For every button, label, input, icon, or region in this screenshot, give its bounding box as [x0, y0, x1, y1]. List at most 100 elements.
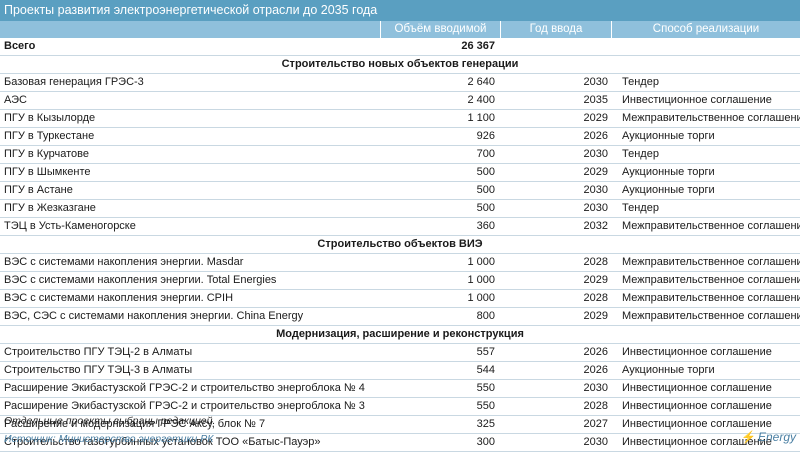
header-name-blank — [0, 21, 380, 38]
project-method: Аукционные торги — [622, 364, 715, 376]
project-volume: 360 — [476, 220, 495, 232]
project-method: Аукционные торги — [622, 184, 715, 196]
project-name: ВЭС с системами накопления энергии. Masd… — [4, 256, 244, 268]
table-row: Расширение Экибастузской ГРЭС-2 и строит… — [0, 380, 800, 398]
project-volume: 1 000 — [467, 256, 495, 268]
total-label: Всего — [4, 40, 36, 52]
project-volume: 500 — [476, 166, 495, 178]
project-method: Межправительственное соглашение — [622, 112, 800, 124]
project-year: 2030 — [583, 202, 608, 214]
table-row: Расширение Экибастузской ГРЭС-2 и строит… — [0, 398, 800, 416]
project-volume: 550 — [476, 382, 495, 394]
project-method: Тендер — [622, 202, 659, 214]
table-row: Расширение и модернизация ГРЭС Аксу, бло… — [0, 416, 800, 434]
project-volume: 557 — [476, 346, 495, 358]
table-row: ПГУ в Туркестане 926 2026 Аукционные торги — [0, 128, 800, 146]
section-title: Строительство новых объектов генерации — [281, 58, 519, 70]
project-method: Инвестиционное соглашение — [622, 346, 772, 358]
project-volume: 800 — [476, 310, 495, 322]
project-method: Инвестиционное соглашение — [622, 94, 772, 106]
project-name: ПГУ в Туркестане — [4, 130, 95, 142]
project-year: 2029 — [583, 274, 608, 286]
project-year: 2029 — [583, 166, 608, 178]
project-name: ТЭЦ в Усть-Каменогорске — [4, 220, 136, 232]
project-name: ПГУ в Астане — [4, 184, 73, 196]
project-name: Базовая генерация ГРЭС-3 — [4, 76, 144, 88]
project-year: 2030 — [583, 436, 608, 448]
project-name: Строительство ПГУ ТЭЦ-2 в Алматы — [4, 346, 193, 358]
logo-text: Energy — [757, 430, 796, 444]
section-header: Строительство объектов ВИЭ — [0, 236, 800, 254]
project-year: 2026 — [583, 364, 608, 376]
project-year: 2028 — [583, 400, 608, 412]
project-year: 2030 — [583, 148, 608, 160]
project-volume: 1 000 — [467, 292, 495, 304]
project-volume: 550 — [476, 400, 495, 412]
project-year: 2026 — [583, 346, 608, 358]
project-volume: 926 — [476, 130, 495, 142]
table-row: ВЭС, СЭС с системами накопления энергии.… — [0, 308, 800, 326]
project-method: Межправительственное соглашение — [622, 274, 800, 286]
source-note: Источник: Министерство энергетики РК — [4, 433, 214, 445]
project-method: Аукционные торги — [622, 166, 715, 178]
project-name: Строительство газотурбинных установок ТО… — [4, 436, 321, 448]
table-row: Строительство газотурбинных установок ТО… — [0, 434, 800, 452]
section-header: Модернизация, расширение и реконструкция — [0, 326, 800, 344]
project-year: 2029 — [583, 310, 608, 322]
project-year: 2027 — [583, 418, 608, 430]
table-row: Строительство ПГУ ТЭЦ-3 в Алматы 544 2026 А… — [0, 362, 800, 380]
header-method: Способ реализации — [612, 21, 800, 38]
lightning-icon: ⚡ — [741, 430, 756, 444]
project-method: Инвестиционное соглашение — [622, 382, 772, 394]
header-year: Год ввода — [501, 21, 611, 38]
project-volume: 500 — [476, 202, 495, 214]
table-title: Проекты развития электроэнергетической о… — [0, 0, 800, 21]
section-title: Модернизация, расширение и реконструкция — [276, 328, 524, 340]
table-row: Базовая генерация ГРЭС-3 2 640 2030 Тендер — [0, 74, 800, 92]
project-year: 2028 — [583, 256, 608, 268]
project-method: Межправительственное соглашение — [622, 292, 800, 304]
project-year: 2030 — [583, 184, 608, 196]
project-method: Межправительственное соглашение — [622, 256, 800, 268]
project-year: 2035 — [583, 94, 608, 106]
table-body: Всего 26 367 Строительство новых объекто… — [0, 38, 800, 452]
table-row: ПГУ в Кызылорде 1 100 2029 Межправительстве… — [0, 110, 800, 128]
project-volume: 500 — [476, 184, 495, 196]
project-name: ПГУ в Кызылорде — [4, 112, 96, 124]
project-year: 2032 — [583, 220, 608, 232]
project-volume: 544 — [476, 364, 495, 376]
header-volume: Объём вводимой — [381, 21, 500, 38]
project-name: Строительство ПГУ ТЭЦ-3 в Алматы — [4, 364, 193, 376]
project-volume: 300 — [476, 436, 495, 448]
project-volume: 2 400 — [467, 94, 495, 106]
project-method: Инвестиционное соглашение — [622, 418, 772, 430]
project-name: ПГУ в Шымкенте — [4, 166, 91, 178]
project-name: ВЭС с системами накопления энергии. Tota… — [4, 274, 277, 286]
section-title: Строительство объектов ВИЭ — [317, 238, 483, 250]
table-row: ВЭС с системами накопления энергии. Tota… — [0, 272, 800, 290]
table-row: Строительство ПГУ ТЭЦ-2 в Алматы 557 2026 И… — [0, 344, 800, 362]
table-row: АЭС 2 400 2035 Инвестиционное соглашение — [0, 92, 800, 110]
project-volume: 1 100 — [467, 112, 495, 124]
project-volume: 2 640 — [467, 76, 495, 88]
project-name: Расширение Экибастузской ГРЭС-2 и строит… — [4, 382, 365, 394]
project-year: 2030 — [583, 382, 608, 394]
project-name: Расширение Экибастузской ГРЭС-2 и строит… — [4, 400, 365, 412]
project-year: 2028 — [583, 292, 608, 304]
project-name: ПГУ в Курчатове — [4, 148, 89, 160]
table-header: Объём вводимой Год ввода Способ реализац… — [0, 21, 800, 38]
project-volume: 700 — [476, 148, 495, 160]
project-year: 2029 — [583, 112, 608, 124]
project-method: Тендер — [622, 76, 659, 88]
project-volume: 1 000 — [467, 274, 495, 286]
total-row: Всего 26 367 — [0, 38, 800, 56]
project-method: Межправительственное соглашение — [622, 220, 800, 232]
table-row: ВЭС с системами накопления энергии. Masd… — [0, 254, 800, 272]
table-row: ПГУ в Шымкенте 500 2029 Аукционные торги — [0, 164, 800, 182]
project-method: Инвестиционное соглашение — [622, 436, 772, 448]
project-name: Расширение и модернизация ГРЭС Аксу, бло… — [4, 418, 266, 430]
project-method: Инвестиционное соглашение — [622, 400, 772, 412]
project-name: АЭС — [4, 94, 27, 106]
project-method: Аукционные торги — [622, 130, 715, 142]
total-volume: 26 367 — [461, 40, 495, 52]
